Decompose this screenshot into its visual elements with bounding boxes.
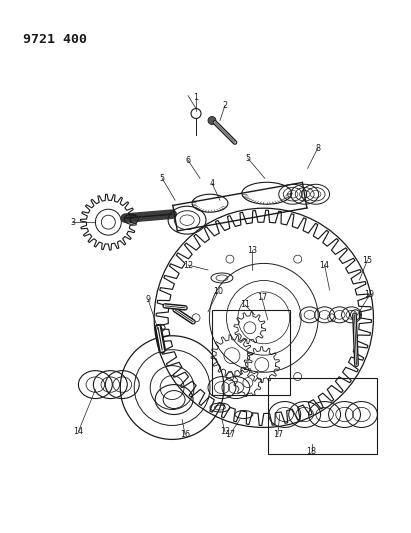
Text: 11: 11	[240, 301, 250, 309]
Text: 5: 5	[245, 154, 250, 163]
Text: 5: 5	[159, 174, 165, 183]
Text: 17: 17	[225, 430, 235, 439]
Bar	[268, 377, 377, 454]
Text: 10: 10	[213, 287, 223, 296]
Text: 3: 3	[70, 217, 75, 227]
Text: 12: 12	[220, 427, 230, 436]
Text: 8: 8	[315, 144, 320, 153]
Text: 13: 13	[247, 246, 257, 255]
Text: 17: 17	[272, 430, 283, 439]
Text: 18: 18	[307, 447, 316, 456]
Text: 9721 400: 9721 400	[23, 33, 87, 46]
Text: 14: 14	[74, 427, 83, 436]
Bar	[212, 310, 290, 394]
Text: 19: 19	[365, 290, 374, 300]
Text: 1: 1	[194, 93, 199, 102]
Text: 6: 6	[185, 156, 191, 165]
Text: 12: 12	[183, 261, 193, 270]
Text: 15: 15	[363, 255, 372, 264]
Circle shape	[208, 117, 216, 125]
Text: 9: 9	[145, 295, 151, 304]
Text: 2: 2	[222, 101, 228, 110]
Text: 14: 14	[320, 261, 330, 270]
Text: 4: 4	[210, 179, 215, 188]
Text: 16: 16	[180, 430, 190, 439]
Text: 17: 17	[257, 293, 267, 302]
